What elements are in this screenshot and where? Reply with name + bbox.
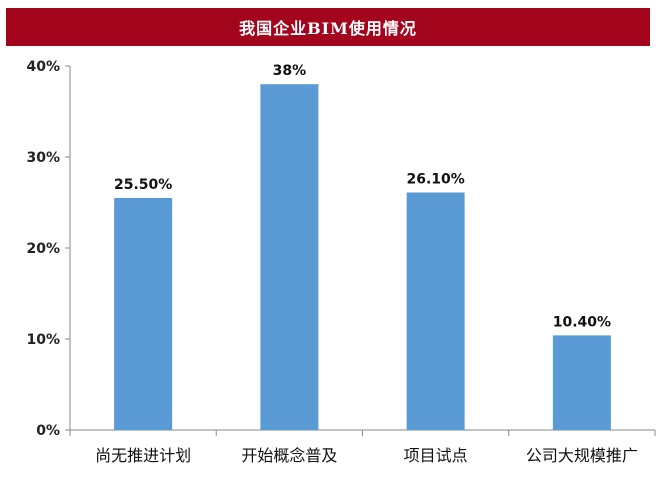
category-label: 项目试点 [404,446,468,465]
chart-title: 我国企业BIM使用情况 [239,19,417,38]
bar [406,192,465,430]
y-tick-label: 40% [26,59,60,75]
category-label: 公司大规模推广 [526,446,638,465]
category-label: 尚无推进计划 [95,446,191,465]
chart-title-bar: 我国企业BIM使用情况 [6,8,650,46]
y-tick-label: 20% [26,241,60,257]
data-label: 25.50% [114,177,172,193]
chart-axes: 0% 10% 20% 30% 40% [26,59,656,439]
data-label: 10.40% [553,314,611,330]
data-label: 38% [273,63,307,79]
chart-bars [114,84,611,430]
bar [552,335,611,430]
chart-labels: 25.50% 尚无推进计划 38% 开始概念普及 26.10% 项目试点 10.40% 公司大… [95,63,638,465]
data-label: 26.10% [406,171,464,187]
y-tick-label: 10% [26,332,60,348]
category-label: 开始概念普及 [241,446,337,465]
y-tick-label: 30% [26,150,60,166]
bar [114,197,173,430]
y-tick-label: 0% [36,423,60,439]
bar [260,84,319,430]
